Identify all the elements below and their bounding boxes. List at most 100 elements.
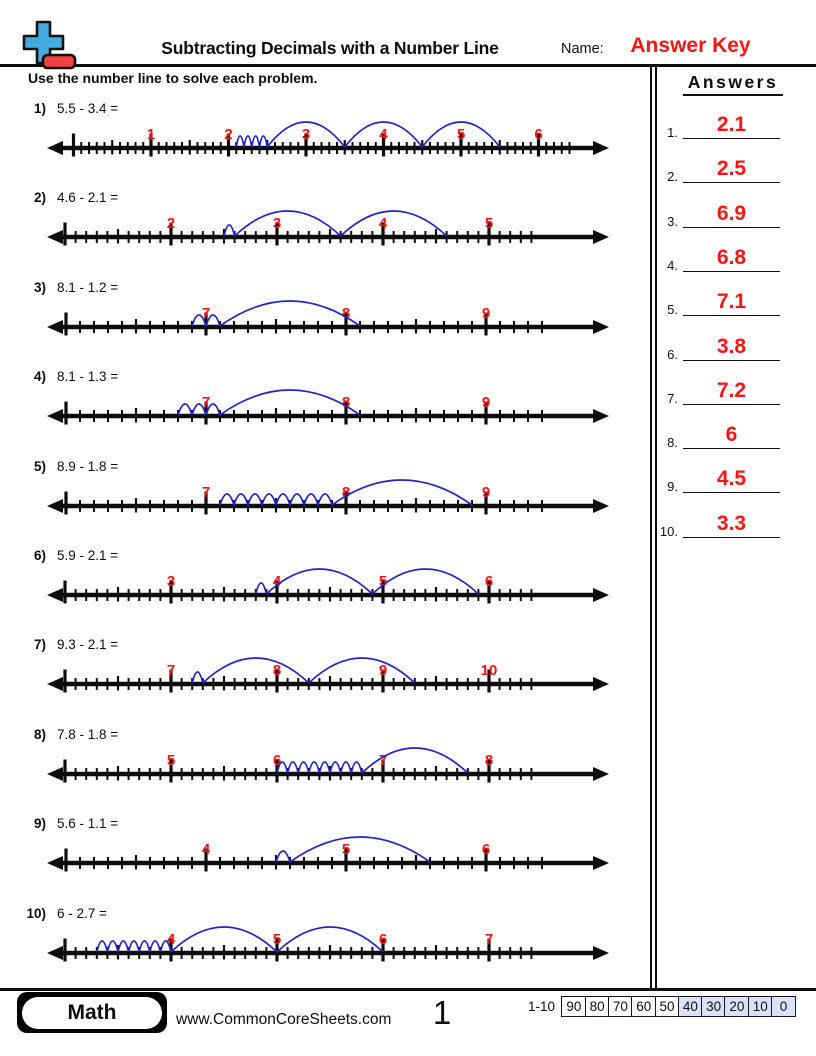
left-arrow-icon bbox=[47, 588, 63, 602]
page-number: 1 bbox=[432, 994, 452, 1031]
hop-arc bbox=[308, 657, 416, 685]
number-line-label: 6 bbox=[273, 752, 281, 769]
left-arrow-icon bbox=[47, 319, 63, 334]
problem: 5) 8.9 - 1.8 = 7 8 9 bbox=[0, 456, 648, 542]
problem: 8) 7.8 - 1.8 = 5 6 7 8 bbox=[0, 724, 648, 810]
problem-number: 9) bbox=[33, 816, 46, 832]
hop-arc bbox=[219, 300, 361, 327]
score-range-label: 1-10 bbox=[528, 999, 556, 1014]
hop-arc bbox=[339, 760, 353, 773]
right-arrow-icon bbox=[593, 766, 609, 781]
website-url: www.CommonCoreSheets.com bbox=[176, 1011, 392, 1028]
score-cell: 10 bbox=[747, 996, 773, 1017]
number-line-label: 5 bbox=[379, 573, 387, 590]
hop-arc bbox=[127, 939, 141, 952]
header-divider bbox=[0, 64, 816, 68]
problem-expression: 8.9 - 1.8 = bbox=[57, 458, 119, 474]
hop-arc bbox=[297, 760, 310, 773]
number-line-label: 4 bbox=[379, 126, 388, 143]
hop-arc bbox=[250, 135, 261, 148]
answer-number: 4. bbox=[667, 257, 678, 273]
answer-blank-line bbox=[683, 403, 780, 405]
number-line-label: 8 bbox=[273, 662, 281, 679]
number-line-label: 4 bbox=[202, 841, 211, 858]
problem-expression: 7.8 - 1.8 = bbox=[57, 726, 119, 742]
hop-arc bbox=[177, 403, 193, 416]
problem: 6) 5.9 - 2.1 = 3 4 5 6 bbox=[0, 545, 648, 631]
problem: 2) 4.6 - 2.1 = 2 3 4 5 bbox=[0, 187, 648, 273]
hop-arc bbox=[344, 121, 423, 148]
number-line: 7 8 9 bbox=[47, 389, 609, 425]
number-line-label: 6 bbox=[482, 841, 490, 858]
problem-number: 6) bbox=[33, 548, 46, 563]
hop-arc bbox=[219, 492, 235, 505]
left-arrow-icon bbox=[47, 945, 63, 960]
number-line-label: 1 bbox=[147, 126, 155, 143]
tick-marks bbox=[64, 401, 543, 425]
tick-marks bbox=[71, 133, 571, 157]
name-label: Name: bbox=[561, 41, 604, 57]
left-arrow-icon bbox=[47, 856, 63, 871]
answer-number: 3. bbox=[667, 213, 678, 229]
number-line-label: 8 bbox=[485, 752, 493, 769]
number-line-label: 4 bbox=[167, 931, 176, 948]
hop-arcs bbox=[254, 568, 479, 595]
number-line-label: 7 bbox=[485, 931, 493, 948]
right-arrow-icon bbox=[593, 141, 609, 155]
answers-heading: Answers bbox=[683, 72, 783, 96]
answer-value: 6.9 bbox=[716, 201, 747, 225]
hop-arc bbox=[191, 313, 207, 327]
number-line-label: 7 bbox=[202, 394, 210, 411]
hop-arc bbox=[276, 925, 384, 953]
right-arrow-icon bbox=[593, 588, 609, 602]
hop-arc bbox=[95, 939, 109, 952]
answer-blank-line bbox=[683, 315, 780, 317]
number-line-label: 8 bbox=[342, 394, 350, 411]
hop-arc bbox=[276, 760, 289, 773]
problem-number: 10) bbox=[26, 905, 46, 921]
hop-arcs bbox=[276, 746, 469, 774]
problem-number: 3) bbox=[33, 279, 46, 295]
problem-number: 4) bbox=[33, 369, 46, 385]
number-line-label: 2 bbox=[167, 215, 175, 232]
answer-value: 7.1 bbox=[716, 290, 747, 314]
hop-arc bbox=[275, 850, 291, 863]
plus-minus-logo bbox=[22, 20, 77, 70]
hop-arc bbox=[289, 836, 431, 863]
hop-arc bbox=[191, 671, 204, 684]
hop-arc bbox=[243, 135, 253, 148]
answer-number: 10. bbox=[659, 523, 678, 539]
subject-badge-label: Math bbox=[22, 996, 162, 1029]
hop-arc bbox=[307, 760, 321, 773]
hop-arcs bbox=[191, 300, 361, 327]
number-line-label: 5 bbox=[457, 126, 465, 143]
score-cell: 80 bbox=[584, 996, 610, 1017]
answer-number: 7. bbox=[667, 390, 678, 406]
problem-number: 1) bbox=[33, 101, 46, 116]
answer-value: 3.8 bbox=[716, 334, 747, 358]
problem: 3) 8.1 - 1.2 = 7 8 9 bbox=[0, 277, 648, 363]
answer-value: 6.8 bbox=[716, 245, 747, 269]
problem-number: 2) bbox=[33, 190, 46, 206]
hop-arcs bbox=[177, 389, 361, 416]
number-line-label: 9 bbox=[379, 662, 387, 679]
problem-expression: 6 - 2.7 = bbox=[57, 905, 107, 921]
hop-arc bbox=[202, 657, 310, 685]
hop-arc bbox=[331, 478, 473, 506]
tick-marks bbox=[64, 491, 543, 515]
answer-value: 3.3 bbox=[716, 511, 747, 535]
number-line-label: 3 bbox=[167, 573, 175, 590]
hop-arc bbox=[106, 939, 119, 952]
problem-number: 8) bbox=[33, 726, 46, 742]
hop-arc bbox=[317, 492, 333, 505]
answer-blank-line bbox=[683, 182, 780, 184]
number-line-label: 7 bbox=[379, 752, 387, 769]
tick-marks bbox=[63, 580, 533, 604]
answer-value: 6 bbox=[725, 423, 738, 447]
hop-arc bbox=[289, 492, 305, 505]
answer-blank-line bbox=[683, 359, 780, 361]
problem-expression: 4.6 - 2.1 = bbox=[57, 190, 119, 206]
answer-value: 2.5 bbox=[716, 157, 747, 181]
problem-number: 5) bbox=[33, 458, 46, 474]
